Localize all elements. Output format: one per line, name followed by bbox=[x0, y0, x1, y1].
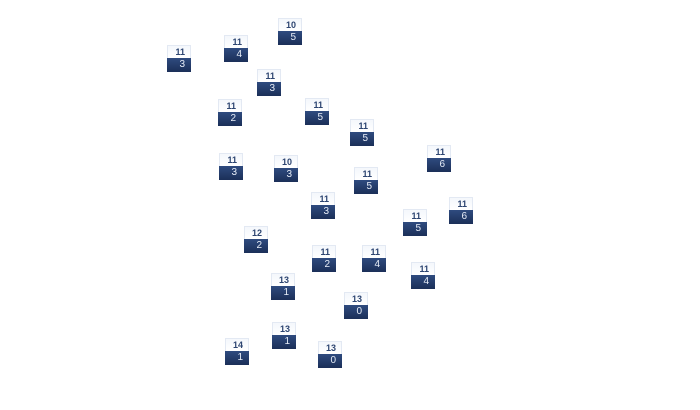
node-bottom-value: 3 bbox=[274, 168, 298, 182]
node-label[interactable]: 11 4 bbox=[224, 35, 248, 62]
node-top-value: 11 bbox=[305, 98, 329, 111]
node-top-value: 11 bbox=[362, 245, 386, 258]
node-label[interactable]: 11 5 bbox=[350, 119, 374, 146]
node-label[interactable]: 11 3 bbox=[167, 45, 191, 72]
node-label[interactable]: 11 4 bbox=[362, 245, 386, 272]
node-top-value: 12 bbox=[244, 226, 268, 239]
node-top-value: 11 bbox=[354, 167, 378, 180]
node-top-value: 13 bbox=[318, 341, 342, 354]
node-bottom-value: 1 bbox=[225, 351, 249, 365]
node-bottom-value: 1 bbox=[272, 335, 296, 349]
node-top-value: 11 bbox=[218, 99, 242, 112]
node-bottom-value: 2 bbox=[218, 112, 242, 126]
node-label[interactable]: 11 6 bbox=[427, 145, 451, 172]
node-label[interactable]: 11 5 bbox=[305, 98, 329, 125]
node-bottom-value: 2 bbox=[312, 258, 336, 272]
node-label[interactable]: 10 5 bbox=[278, 18, 302, 45]
node-top-value: 13 bbox=[272, 322, 296, 335]
node-bottom-value: 3 bbox=[219, 166, 243, 180]
node-label[interactable]: 11 5 bbox=[354, 167, 378, 194]
node-bottom-value: 5 bbox=[278, 31, 302, 45]
node-bottom-value: 1 bbox=[271, 286, 295, 300]
node-label[interactable]: 14 1 bbox=[225, 338, 249, 365]
node-bottom-value: 3 bbox=[167, 58, 191, 72]
node-label[interactable]: 11 3 bbox=[257, 69, 281, 96]
node-label[interactable]: 10 3 bbox=[274, 155, 298, 182]
node-top-value: 11 bbox=[167, 45, 191, 58]
node-bottom-value: 5 bbox=[354, 180, 378, 194]
node-bottom-value: 5 bbox=[403, 222, 427, 236]
node-top-value: 11 bbox=[219, 153, 243, 166]
node-label[interactable]: 11 3 bbox=[311, 192, 335, 219]
node-label[interactable]: 13 1 bbox=[272, 322, 296, 349]
node-bottom-value: 0 bbox=[344, 305, 368, 319]
node-top-value: 13 bbox=[271, 273, 295, 286]
node-top-value: 11 bbox=[403, 209, 427, 222]
node-label[interactable]: 11 6 bbox=[449, 197, 473, 224]
node-top-value: 13 bbox=[344, 292, 368, 305]
node-top-value: 11 bbox=[411, 262, 435, 275]
node-bottom-value: 5 bbox=[350, 132, 374, 146]
node-top-value: 11 bbox=[224, 35, 248, 48]
node-top-value: 10 bbox=[274, 155, 298, 168]
node-bottom-value: 6 bbox=[427, 158, 451, 172]
node-bottom-value: 6 bbox=[449, 210, 473, 224]
node-label[interactable]: 11 2 bbox=[312, 245, 336, 272]
node-top-value: 11 bbox=[350, 119, 374, 132]
node-bottom-value: 4 bbox=[411, 275, 435, 289]
node-label[interactable]: 11 4 bbox=[411, 262, 435, 289]
node-label[interactable]: 11 5 bbox=[403, 209, 427, 236]
node-bottom-value: 2 bbox=[244, 239, 268, 253]
node-bottom-value: 3 bbox=[257, 82, 281, 96]
node-label[interactable]: 11 3 bbox=[219, 153, 243, 180]
node-bottom-value: 0 bbox=[318, 354, 342, 368]
node-top-value: 11 bbox=[427, 145, 451, 158]
node-top-value: 10 bbox=[278, 18, 302, 31]
node-bottom-value: 4 bbox=[224, 48, 248, 62]
node-bottom-value: 3 bbox=[311, 205, 335, 219]
node-label[interactable]: 13 1 bbox=[271, 273, 295, 300]
node-bottom-value: 5 bbox=[305, 111, 329, 125]
node-label[interactable]: 13 0 bbox=[318, 341, 342, 368]
node-top-value: 11 bbox=[311, 192, 335, 205]
node-top-value: 11 bbox=[449, 197, 473, 210]
node-label[interactable]: 13 0 bbox=[344, 292, 368, 319]
node-top-value: 11 bbox=[312, 245, 336, 258]
node-label[interactable]: 11 2 bbox=[218, 99, 242, 126]
node-top-value: 14 bbox=[225, 338, 249, 351]
node-top-value: 11 bbox=[257, 69, 281, 82]
node-bottom-value: 4 bbox=[362, 258, 386, 272]
node-label[interactable]: 12 2 bbox=[244, 226, 268, 253]
